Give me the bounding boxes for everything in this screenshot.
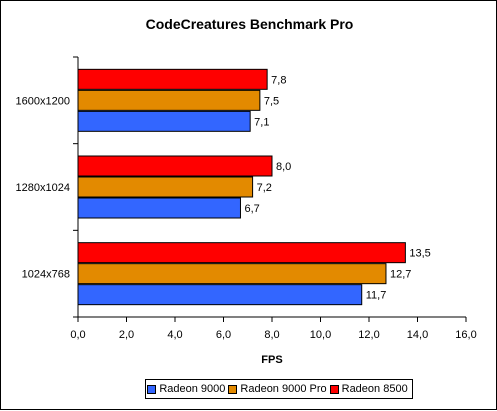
bar-data-label: 6,7 <box>244 203 259 215</box>
bar-radeon-8500 <box>77 155 273 177</box>
legend-label-radeon-9000: Radeon 9000 <box>159 383 226 395</box>
legend-label-radeon-8500: Radeon 8500 <box>341 383 408 395</box>
legend-item-radeon-9000: Radeon 9000 <box>147 383 225 395</box>
bar-data-label: 7,1 <box>254 116 269 128</box>
bar-radeon-9000-pro <box>77 263 387 285</box>
legend-item-radeon-8500: Radeon 8500 <box>329 383 408 395</box>
x-tick-label: 12,0 <box>358 329 379 341</box>
x-tick-label: 2,0 <box>119 329 134 341</box>
legend-swatch-radeon-9000-pro <box>228 384 238 394</box>
bar-radeon-9000-pro <box>77 89 261 111</box>
bar-data-label: 7,2 <box>257 182 272 194</box>
x-tick-label: 8,0 <box>264 329 279 341</box>
chart-title: CodeCreatures Benchmark Pro <box>145 16 354 32</box>
legend-swatch-radeon-9000 <box>147 384 157 394</box>
y-category-label: 1280x1024 <box>16 182 70 194</box>
x-tick-label: 14,0 <box>407 329 428 341</box>
bar-data-label: 11,7 <box>366 290 387 302</box>
bar-radeon-9000 <box>77 284 363 306</box>
bar-data-label: 7,8 <box>271 74 286 86</box>
legend-swatch-radeon-8500 <box>329 384 339 394</box>
y-category-label: 1600x1200 <box>16 95 70 107</box>
chart-legend: Radeon 9000 Radeon 9000 Pro Radeon 8500 <box>145 379 413 399</box>
x-tick-label: 10,0 <box>310 329 331 341</box>
bar-radeon-9000 <box>77 197 241 219</box>
x-tick-label: 16,0 <box>455 329 476 341</box>
bar-data-label: 12,7 <box>390 269 411 281</box>
x-axis-title: FPS <box>261 354 282 366</box>
bar-radeon-9000 <box>77 110 251 132</box>
x-tick-label: 6,0 <box>216 329 231 341</box>
x-tick-label: 4,0 <box>167 329 182 341</box>
legend-label-radeon-9000-pro: Radeon 9000 Pro <box>240 383 327 395</box>
bar-data-label: 13,5 <box>409 248 430 260</box>
legend-item-radeon-9000-pro: Radeon 9000 Pro <box>228 383 327 395</box>
bar-data-label: 7,5 <box>264 95 279 107</box>
bar-radeon-9000-pro <box>77 176 254 198</box>
bar-radeon-8500 <box>77 68 268 90</box>
bar-radeon-8500 <box>77 242 406 264</box>
bar-data-label: 8,0 <box>276 161 291 173</box>
x-tick-label: 0,0 <box>70 329 85 341</box>
y-category-label: 1024x768 <box>22 269 70 281</box>
